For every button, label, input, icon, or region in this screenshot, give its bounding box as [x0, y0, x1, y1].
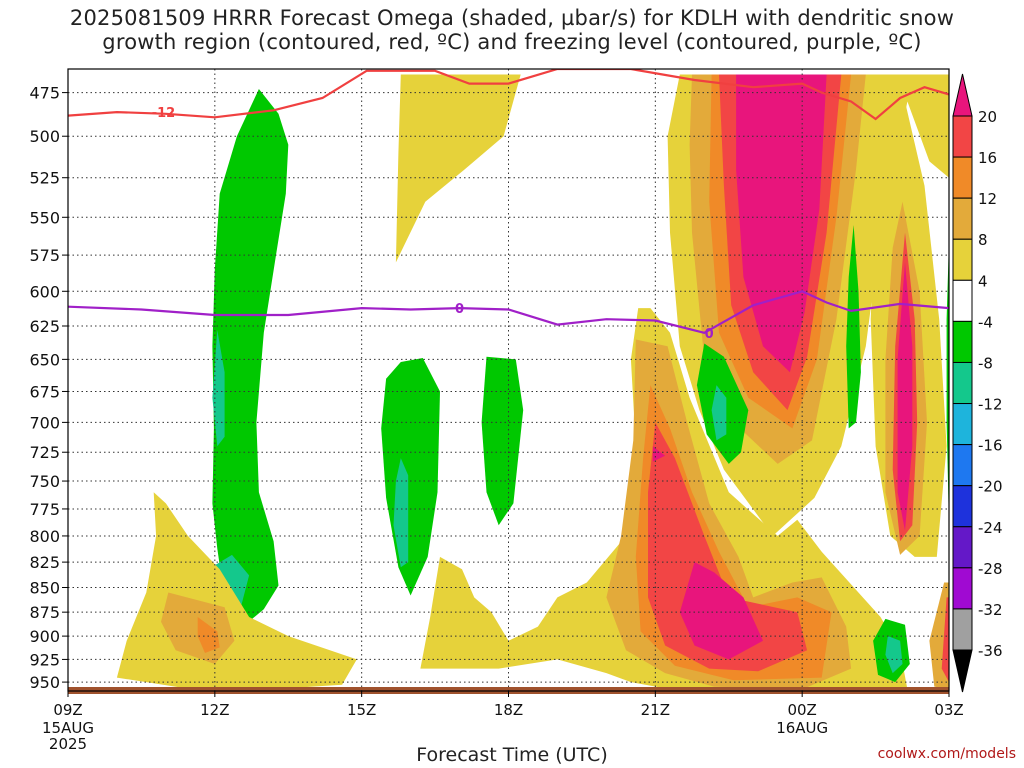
x-tick-label-15Z: 15Z	[347, 701, 376, 719]
contour-label-0b: 0	[705, 327, 714, 342]
chart-title: 2025081509 HRRR Forecast Omega (shaded, …	[0, 6, 1024, 54]
x-tick-label-09Z: 09Z	[53, 701, 82, 719]
colorbar-swatch-11	[952, 567, 973, 610]
x-tick-label-12Z: 12Z	[200, 701, 229, 719]
colorbar-swatch-8	[952, 444, 973, 487]
omega-region-magenta-15	[652, 446, 666, 462]
colorbar-label--20: -20	[978, 478, 1003, 496]
colorbar-swatch-5	[952, 320, 973, 363]
credit-text: coolwx.com/models	[877, 746, 1016, 762]
x-tick-label-00Z: 00Z	[787, 701, 816, 719]
colorbar-swatch-2	[952, 197, 973, 240]
colorbar-top-arrow	[952, 73, 973, 117]
omega-region-green-27	[846, 225, 861, 429]
colorbar-label-12: 12	[978, 190, 997, 208]
y-tick-label-475: 475	[29, 84, 60, 103]
y-tick-label-900: 900	[29, 627, 60, 646]
colorbar-swatch-3	[952, 238, 973, 281]
colorbar-label--16: -16	[978, 437, 1003, 455]
colorbar-label--12: -12	[978, 396, 1003, 414]
y-tick-label-800: 800	[29, 527, 60, 546]
omega-region-yellow-6	[395, 74, 521, 263]
x-axis-title: Forecast Time (UTC)	[416, 744, 608, 766]
omega-region-teal-22	[711, 385, 727, 441]
omega-region-red-32	[941, 597, 949, 683]
colorbar-label-8: 8	[978, 231, 988, 249]
y-tick-label-675: 675	[29, 382, 60, 401]
omega-region-green-0	[212, 89, 289, 630]
y-tick-label-875: 875	[29, 603, 60, 622]
temperature-contours: -12 0 0	[68, 69, 949, 342]
omega-region-magenta-14	[679, 562, 763, 660]
colorbar-label--24: -24	[978, 519, 1003, 537]
omega-region-magenta-26	[897, 262, 913, 531]
y-tick-label-925: 925	[29, 650, 60, 669]
contour-label-0: 0	[455, 302, 464, 317]
y-tick-label-575: 575	[29, 246, 60, 265]
colorbar-swatch-9	[952, 485, 973, 528]
x-tick-label-18Z: 18Z	[494, 701, 523, 719]
contour-line-0	[68, 290, 949, 334]
colorbar-legend: 20 16 12 8 4 -4 -8 -12 -16 -20 -24 -28 -32 -36	[952, 73, 1003, 693]
omega-region-orange2-9	[197, 617, 220, 653]
title-line-2: growth region (contoured, red, ºC) and f…	[102, 30, 922, 54]
colorbar-swatch-12	[952, 608, 973, 651]
y-tick-label-775: 775	[29, 500, 60, 519]
y-tick-label-550: 550	[29, 208, 60, 227]
omega-region-teal-4	[393, 458, 409, 568]
x-tick-sublabel-2025: 2025	[49, 735, 87, 753]
contour-label--12: -12	[152, 106, 176, 121]
contour-line--12	[68, 69, 949, 121]
y-tick-label-600: 600	[29, 282, 60, 301]
title-line-1: 2025081509 HRRR Forecast Omega (shaded, …	[69, 6, 955, 30]
colorbar-label--8: -8	[978, 354, 993, 372]
colorbar-label-20: 20	[978, 108, 997, 126]
colorbar-label--32: -32	[978, 601, 1003, 619]
x-tick-sublabel-16AUG: 16AUG	[776, 719, 828, 737]
colorbar-label-4: 4	[978, 272, 988, 290]
colorbar-swatch-7	[952, 403, 973, 446]
y-tick-label-950: 950	[29, 673, 60, 692]
omega-region-teal-30	[885, 636, 903, 674]
colorbar-swatch-0	[952, 115, 973, 158]
y-tick-label-650: 650	[29, 350, 60, 369]
y-tick-label-625: 625	[29, 317, 60, 336]
y-tick-label-500: 500	[29, 127, 60, 146]
colorbar-swatch-6	[952, 361, 973, 405]
omega-shading	[116, 74, 949, 691]
y-axis: 475 500 525 550 575 600 625 650 675 700 725 750 775 8…	[29, 84, 68, 692]
y-tick-label-525: 525	[29, 169, 60, 188]
y-tick-label-700: 700	[29, 413, 60, 432]
omega-region-green-3	[381, 358, 440, 596]
y-tick-label-850: 850	[29, 579, 60, 598]
y-tick-label-725: 725	[29, 443, 60, 462]
colorbar-label-16: 16	[978, 149, 997, 167]
omega-region-green-5	[481, 356, 524, 526]
y-tick-label-750: 750	[29, 472, 60, 491]
colorbar-bottom-arrow	[952, 649, 973, 693]
colorbar-label--36: -36	[978, 642, 1003, 660]
omega-region-magenta-20	[736, 74, 827, 373]
colorbar-swatch-4	[952, 279, 973, 322]
colorbar-swatch-10	[952, 526, 973, 569]
x-tick-label-03Z: 03Z	[934, 701, 963, 719]
x-tick-label-21Z: 21Z	[641, 701, 670, 719]
colorbar-label--28: -28	[978, 560, 1003, 578]
colorbar-swatch-1	[952, 156, 973, 199]
colorbar-label--4: -4	[978, 313, 993, 331]
y-tick-label-825: 825	[29, 553, 60, 572]
x-tick-sublabel-15AUG: 15AUG	[42, 719, 94, 737]
